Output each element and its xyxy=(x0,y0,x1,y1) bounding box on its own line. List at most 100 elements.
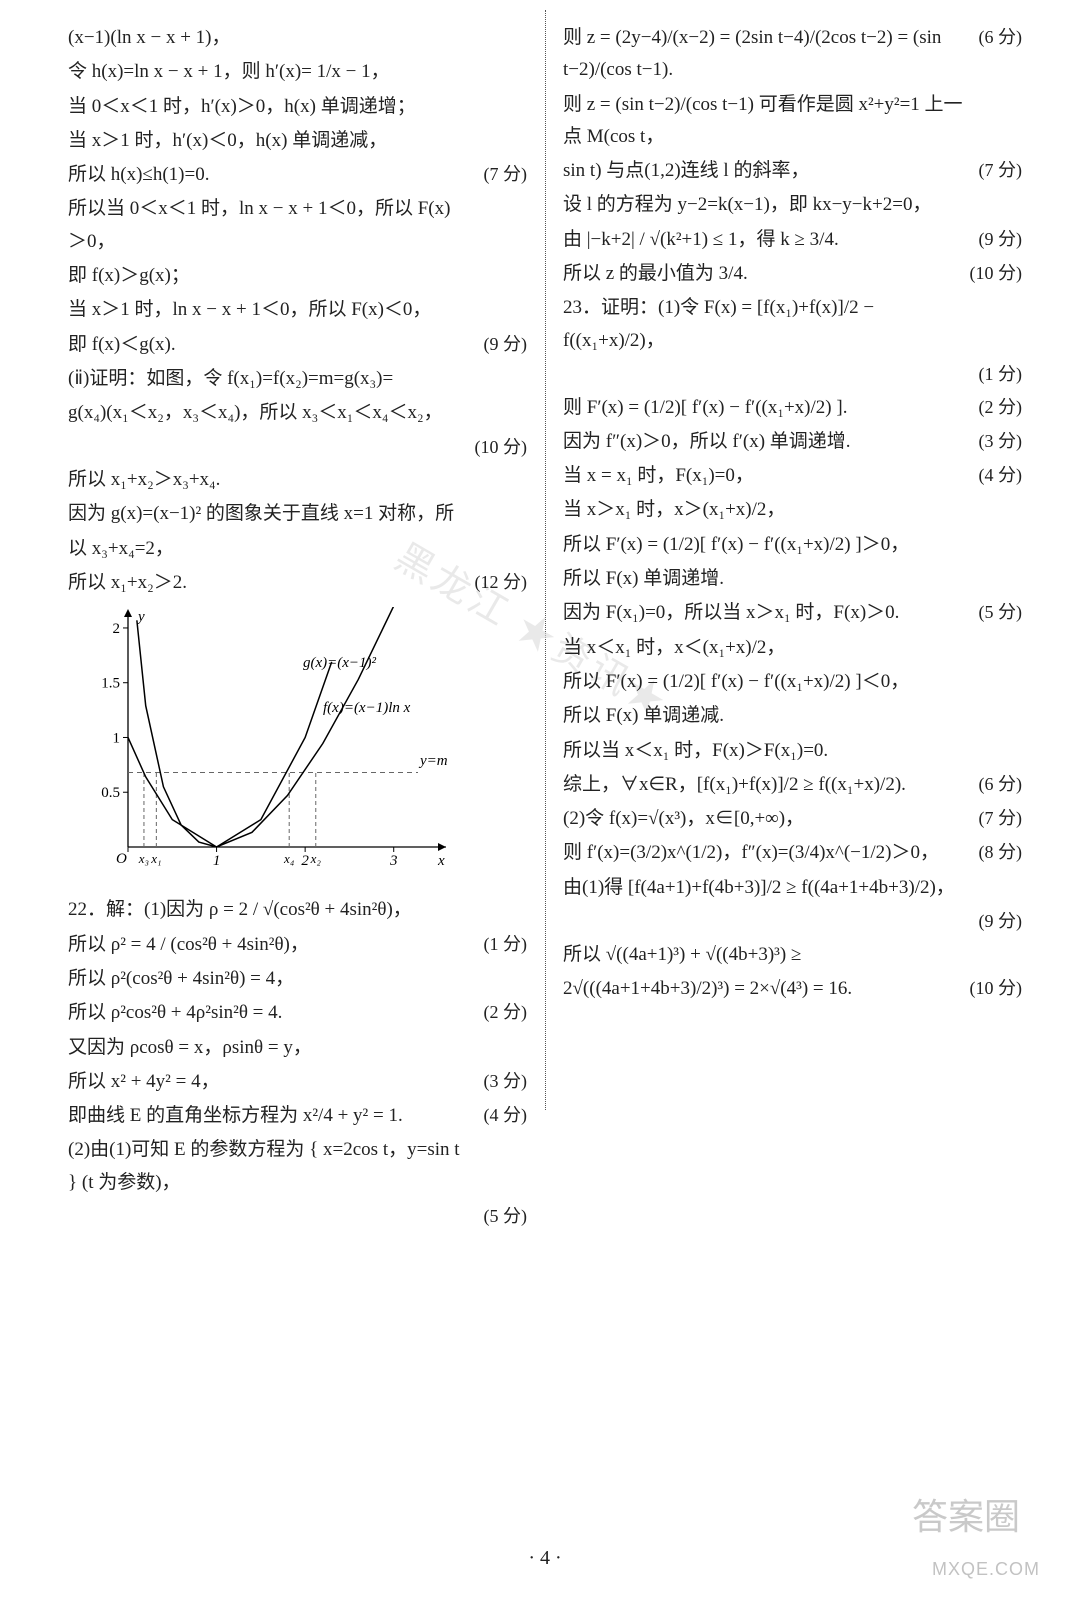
solution-line: 所以 x₁+x₂＞x₃+x₄. xyxy=(68,464,527,496)
left-column: (x−1)(ln x − x + 1)，令 h(x)=ln x − x + 1，… xyxy=(50,20,545,1540)
solution-line: 所以 z 的最小值为 3/4.(10 分) xyxy=(563,258,1022,290)
line-content: 所以 x₁+x₂＞x₃+x₄. xyxy=(68,464,469,496)
svg-text:x₄: x₄ xyxy=(283,851,295,866)
svg-text:x₃: x₃ xyxy=(138,851,149,866)
score-mark: (4 分) xyxy=(964,460,1022,491)
solution-line: 所以 F(x) 单调递增. xyxy=(563,563,1022,595)
svg-text:1.5: 1.5 xyxy=(101,676,120,692)
solution-line: sin t) 与点(1,2)连线 l 的斜率，(7 分) xyxy=(563,155,1022,187)
line-content: 则 z = (2y−4)/(x−2) = (2sin t−4)/(2cos t−… xyxy=(563,22,964,87)
solution-line: 设 l 的方程为 y−2=k(x−1)，即 kx−y−k+2=0， xyxy=(563,189,1022,221)
solution-line: 所以 x² + 4y² = 4，(3 分) xyxy=(68,1066,527,1098)
solution-line: 则 z = (sin t−2)/(cos t−1) 可看作是圆 x²+y²=1 … xyxy=(563,89,1022,154)
score-mark: (2 分) xyxy=(964,392,1022,423)
solution-line: 所以 h(x)≤h(1)=0.(7 分) xyxy=(68,159,527,191)
line-content: 令 h(x)=ln x − x + 1，则 h′(x)= 1/x − 1， xyxy=(68,56,469,88)
page-root: 黑龙江 ★资讯★ 答案圈 MXQE.COM (x−1)(ln x − x + 1… xyxy=(0,0,1090,1600)
svg-text:f(x)=(x−1)ln x: f(x)=(x−1)ln x xyxy=(323,700,411,716)
line-content: 所以 h(x)≤h(1)=0. xyxy=(68,159,469,191)
score-mark: (4 分) xyxy=(469,1100,527,1131)
line-content: 22．解：(1)因为 ρ = 2 / √(cos²θ + 4sin²θ)， xyxy=(68,894,469,926)
score-mark: (9 分) xyxy=(964,224,1022,255)
solution-line: g(x₄)(x₁＜x₂，x₃＜x₄)，所以 x₃＜x₁＜x₄＜x₂， xyxy=(68,397,527,429)
line-content: 由(1)得 [f(4a+1)+f(4b+3)]/2 ≥ f((4a+1+4b+3… xyxy=(563,872,964,904)
line-content: 所以 F(x) 单调递增. xyxy=(563,563,964,595)
line-content: 所以 ρ² = 4 / (cos²θ + 4sin²θ)， xyxy=(68,929,469,961)
solution-line: 当 x＞x₁ 时，x＞(x₁+x)/2， xyxy=(563,494,1022,526)
svg-text:1: 1 xyxy=(113,731,121,747)
line-content: 设 l 的方程为 y−2=k(x−1)，即 kx−y−k+2=0， xyxy=(563,189,964,221)
right-column: 则 z = (2y−4)/(x−2) = (2sin t−4)/(2cos t−… xyxy=(545,20,1040,1540)
solution-line: 因为 F(x₁)=0，所以当 x＞x₁ 时，F(x)＞0.(5 分) xyxy=(563,597,1022,629)
solution-line: 所以 F′(x) = (1/2)[ f′(x) − f′((x₁+x)/2) ]… xyxy=(563,529,1022,561)
line-content: (2)令 f(x)=√(x³)，x∈[0,+∞)， xyxy=(563,803,964,835)
line-content: 则 f′(x)=(3/2)x^(1/2)，f″(x)=(3/4)x^(−1/2)… xyxy=(563,837,964,869)
line-content: 所以 F′(x) = (1/2)[ f′(x) − f′((x₁+x)/2) ]… xyxy=(563,666,964,698)
question-number: 22． xyxy=(68,894,106,926)
score-mark: (5 分) xyxy=(469,1201,527,1232)
score-mark: (8 分) xyxy=(964,837,1022,868)
line-content: (2)由(1)可知 E 的参数方程为 { x=2cos t，y=sin t } … xyxy=(68,1134,469,1199)
solution-line: 因为 g(x)=(x−1)² 的图象关于直线 x=1 对称，所 xyxy=(68,498,527,530)
line-content: 因为 F(x₁)=0，所以当 x＞x₁ 时，F(x)＞0. xyxy=(563,597,964,629)
line-content: 当 x＞x₁ 时，x＞(x₁+x)/2， xyxy=(563,494,964,526)
line-content: 所以当 0＜x＜1 时，ln x − x + 1＜0，所以 F(x)＞0， xyxy=(68,193,469,258)
solution-line: 当 0＜x＜1 时，h′(x)＞0，h(x) 单调递增； xyxy=(68,91,527,123)
page-number: · 4 · xyxy=(0,1547,1090,1570)
score-mark: (3 分) xyxy=(469,1066,527,1097)
score-mark: (10 分) xyxy=(469,432,528,463)
line-content: 所以 F(x) 单调递减. xyxy=(563,700,964,732)
solution-line: 所以 √((4a+1)³) + √((4b+3)³) ≥ xyxy=(563,939,1022,971)
solution-line: 所以当 x＜x₁ 时，F(x)＞F(x₁)=0. xyxy=(563,735,1022,767)
question-number: 23． xyxy=(563,292,601,324)
line-content: 当 0＜x＜1 时，h′(x)＞0，h(x) 单调递增； xyxy=(68,91,469,123)
solution-line: 综上，∀x∈R，[f(x₁)+f(x)]/2 ≥ f((x₁+x)/2).(6 … xyxy=(563,769,1022,801)
solution-line: 所以当 0＜x＜1 时，ln x − x + 1＜0，所以 F(x)＞0， xyxy=(68,193,527,258)
solution-line: 当 x = x₁ 时，F(x₁)=0，(4 分) xyxy=(563,460,1022,492)
line-content: 因为 g(x)=(x−1)² 的图象关于直线 x=1 对称，所 xyxy=(68,498,469,530)
score-mark: (7 分) xyxy=(964,155,1022,186)
solution-line: 由(1)得 [f(4a+1)+f(4b+3)]/2 ≥ f((4a+1+4b+3… xyxy=(563,872,1022,904)
line-content: 所以当 x＜x₁ 时，F(x)＞F(x₁)=0. xyxy=(563,735,964,767)
solution-line: 当 x＞1 时，ln x − x + 1＜0，所以 F(x)＜0， xyxy=(68,294,527,326)
line-content: 即曲线 E 的直角坐标方程为 x²/4 + y² = 1. xyxy=(68,1100,469,1132)
score-mark: (6 分) xyxy=(964,22,1022,53)
solution-line: 令 h(x)=ln x − x + 1，则 h′(x)= 1/x − 1， xyxy=(68,56,527,88)
line-content: 又因为 ρcosθ = x，ρsinθ = y， xyxy=(68,1032,469,1064)
line-content: 当 x = x₁ 时，F(x₁)=0， xyxy=(563,460,964,492)
solution-line: 因为 f″(x)＞0，所以 f′(x) 单调递增.(3 分) xyxy=(563,426,1022,458)
solution-line: 所以 F(x) 单调递减. xyxy=(563,700,1022,732)
svg-text:x₂: x₂ xyxy=(310,851,322,866)
score-mark: (2 分) xyxy=(469,997,527,1028)
line-content: (ⅱ)证明：如图，令 f(x₁)=f(x₂)=m=g(x₃)= xyxy=(68,363,469,395)
svg-text:2: 2 xyxy=(301,853,309,869)
solution-line: 当 x＞1 时，h′(x)＜0，h(x) 单调递减， xyxy=(68,125,527,157)
line-content: (x−1)(ln x − x + 1)， xyxy=(68,22,469,54)
line-content: 23．证明：(1)令 F(x) = [f(x₁)+f(x)]/2 − f((x₁… xyxy=(563,292,964,357)
solution-line: 则 F′(x) = (1/2)[ f′(x) − f′((x₁+x)/2) ].… xyxy=(563,392,1022,424)
line-content: sin t) 与点(1,2)连线 l 的斜率， xyxy=(563,155,964,187)
score-mark: (9 分) xyxy=(964,906,1022,937)
svg-text:2: 2 xyxy=(113,621,121,637)
score-mark: (10 分) xyxy=(964,973,1023,1004)
line-content: 所以 √((4a+1)³) + √((4b+3)³) ≥ xyxy=(563,939,964,971)
score-mark: (1 分) xyxy=(469,929,527,960)
solution-line: (2)由(1)可知 E 的参数方程为 { x=2cos t，y=sin t } … xyxy=(68,1134,527,1199)
svg-text:1: 1 xyxy=(213,853,221,869)
solution-line: (2)令 f(x)=√(x³)，x∈[0,+∞)，(7 分) xyxy=(563,803,1022,835)
score-mark: (5 分) xyxy=(964,597,1022,628)
svg-text:3: 3 xyxy=(389,853,398,869)
line-content: 即 f(x)＜g(x). xyxy=(68,329,469,361)
solution-line: (10 分) xyxy=(68,432,527,463)
line-content: 当 x＞1 时，h′(x)＜0，h(x) 单调递减， xyxy=(68,125,469,157)
solution-line: 22．解：(1)因为 ρ = 2 / √(cos²θ + 4sin²θ)， xyxy=(68,894,527,926)
solution-line: (ⅱ)证明：如图，令 f(x₁)=f(x₂)=m=g(x₃)= xyxy=(68,363,527,395)
score-mark: (1 分) xyxy=(964,359,1022,390)
solution-line: 所以 ρ² = 4 / (cos²θ + 4sin²θ)，(1 分) xyxy=(68,929,527,961)
score-mark: (7 分) xyxy=(469,159,527,190)
line-content: 以 x₃+x₄=2， xyxy=(68,533,469,565)
svg-text:O: O xyxy=(116,851,127,867)
score-mark: (6 分) xyxy=(964,769,1022,800)
solution-line: (9 分) xyxy=(563,906,1022,937)
line-content: 当 x＞1 时，ln x − x + 1＜0，所以 F(x)＜0， xyxy=(68,294,469,326)
